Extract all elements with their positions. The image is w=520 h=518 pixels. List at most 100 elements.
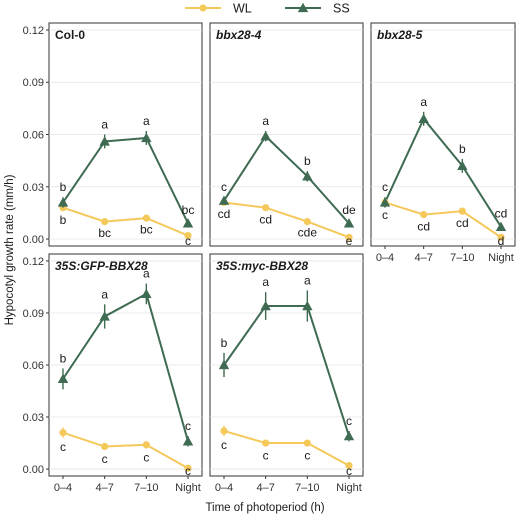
legend-label-wl: WL bbox=[233, 2, 252, 16]
y-tick-label: 0.03 bbox=[23, 412, 44, 424]
data-point-ss bbox=[379, 197, 391, 207]
panel-title: bbx28-5 bbox=[377, 28, 423, 42]
data-point-wl bbox=[303, 218, 311, 226]
chart-panels: 0.000.030.060.090.12 Col-0bbabcabcbccbbx2… bbox=[23, 22, 516, 494]
y-tick-label: 0.00 bbox=[23, 464, 44, 476]
sig-letter-ss: b bbox=[60, 180, 67, 194]
sig-letter-ss: bc bbox=[182, 203, 195, 217]
data-point-wl bbox=[345, 233, 353, 241]
x-axis-title: Time of photoperiod (h) bbox=[205, 502, 324, 514]
sig-letter-ss: b bbox=[459, 142, 466, 156]
sig-letter-ss: a bbox=[143, 114, 150, 128]
sig-letter-ss: a bbox=[262, 275, 269, 289]
data-point-wl bbox=[262, 204, 270, 212]
y-tick-label: 0.09 bbox=[23, 77, 44, 89]
panel-col-0: 0.00 0.03 0.06 0.09 0.12 Col-0 b b a bc a bc bc c bbox=[23, 22, 203, 248]
x-tick-label: 7–10 bbox=[134, 482, 158, 494]
legend-marker-ss bbox=[297, 2, 309, 13]
sig-letter-wl: c bbox=[102, 452, 108, 466]
x-tick-label: 0–4 bbox=[215, 482, 233, 494]
data-point-ss bbox=[260, 300, 271, 311]
data-point-wl bbox=[101, 442, 109, 451]
x-tick-label: 7–10 bbox=[295, 482, 319, 494]
panel-bbx28-4: bbx28-4 c cd a cd b cde de e bbox=[209, 22, 364, 248]
sig-letter-ss: a bbox=[101, 118, 108, 132]
data-point-wl bbox=[420, 211, 428, 219]
data-point-ss bbox=[57, 373, 69, 384]
sig-letter-ss: c bbox=[221, 180, 227, 194]
series-line-wl bbox=[384, 201, 502, 239]
sig-letter-wl: c bbox=[221, 438, 227, 452]
y-tick-label: 0.06 bbox=[23, 130, 44, 142]
series-line-wl bbox=[223, 201, 350, 239]
panel-title: bbx28-4 bbox=[216, 28, 262, 42]
panel-bbx28-5: 0–4 4–7 7–10 Night bbx28-5 cc a cd b cd cd d bbox=[370, 22, 516, 264]
panel-title: 35S:myc-BBX28 bbox=[216, 259, 308, 273]
series-line-wl bbox=[62, 431, 189, 470]
sig-letter-ss: a bbox=[420, 95, 427, 109]
data-point-ss bbox=[302, 300, 313, 311]
data-point-wl bbox=[184, 464, 192, 472]
data-point-ss bbox=[218, 359, 230, 370]
y-tick-label: 0.06 bbox=[23, 360, 44, 372]
series-line-ss bbox=[223, 134, 350, 225]
sig-letter-ss: de bbox=[342, 203, 356, 217]
data-point-wl bbox=[262, 439, 270, 447]
series-line-ss bbox=[62, 136, 189, 224]
data-point-wl bbox=[142, 441, 150, 449]
data-point-ss bbox=[182, 218, 194, 228]
panel-title: Col-0 bbox=[55, 28, 85, 42]
data-point-ss bbox=[99, 136, 110, 146]
x-tick-label: Night bbox=[175, 482, 201, 494]
x-tick-label: 4–7 bbox=[256, 482, 274, 494]
sig-letter-wl: c bbox=[263, 449, 269, 463]
legend-item-wl: WL bbox=[185, 2, 252, 16]
data-point-wl bbox=[220, 427, 228, 435]
legend-item-ss: SS bbox=[285, 2, 350, 16]
data-point-ss bbox=[457, 160, 468, 171]
data-point-ss bbox=[302, 171, 313, 181]
sig-letter-ss: a bbox=[262, 114, 269, 128]
legend-label-ss: SS bbox=[333, 2, 350, 16]
data-point-ss bbox=[141, 288, 152, 299]
data-point-ss bbox=[495, 221, 507, 231]
x-tick-label: 0–4 bbox=[376, 252, 394, 264]
sig-letter-wl: c bbox=[60, 440, 66, 454]
sig-letter-wl: cd bbox=[417, 219, 430, 233]
y-tick-label: 0.12 bbox=[23, 25, 44, 37]
sig-letter-wl: c bbox=[185, 234, 191, 248]
sig-letter-ss: a bbox=[304, 273, 311, 287]
data-point-wl bbox=[458, 207, 466, 215]
sig-letter-ss: a bbox=[101, 287, 108, 301]
data-point-ss bbox=[343, 430, 355, 441]
sig-letter-wl: b bbox=[60, 213, 67, 227]
data-point-ss bbox=[99, 311, 110, 321]
data-point-wl bbox=[184, 231, 192, 240]
series-line-ss bbox=[384, 116, 502, 228]
sig-letter-ss: cd bbox=[495, 206, 508, 220]
sig-letter-wl: bc bbox=[98, 226, 111, 240]
y-tick-label: 0.03 bbox=[23, 182, 44, 194]
data-point-wl bbox=[59, 429, 67, 437]
sig-letter-wl: c bbox=[185, 464, 191, 478]
panel-title: 35S:GFP-BBX28 bbox=[55, 259, 148, 273]
series-line-ss bbox=[62, 292, 189, 442]
data-point-wl bbox=[345, 461, 353, 470]
series-line-ss bbox=[223, 305, 350, 437]
sig-letter-wl: cd bbox=[218, 207, 231, 221]
data-point-ss bbox=[418, 113, 429, 123]
series-line-wl bbox=[62, 206, 189, 237]
sig-letter-ss: b bbox=[60, 351, 67, 365]
data-point-wl bbox=[101, 218, 109, 226]
y-tick-label: 0.00 bbox=[23, 234, 44, 246]
data-point-ss bbox=[57, 197, 69, 207]
sig-letter-ss: b bbox=[221, 336, 228, 350]
legend-marker-wl bbox=[199, 4, 207, 12]
data-point-wl bbox=[303, 439, 311, 447]
sig-letter-wl: bc bbox=[140, 223, 153, 237]
sig-letter-wl: cd bbox=[259, 212, 272, 226]
series-line-wl bbox=[223, 429, 350, 467]
sig-letter-wl: cd bbox=[456, 216, 469, 230]
data-point-wl bbox=[497, 233, 505, 241]
